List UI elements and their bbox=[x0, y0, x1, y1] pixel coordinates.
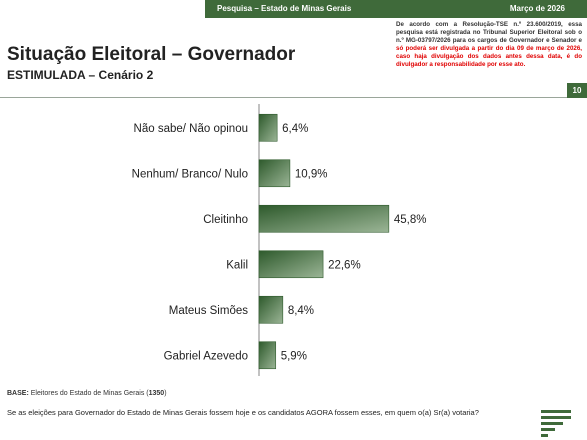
legal-notice: De acordo com a Resolução-TSE n.º 23.600… bbox=[396, 21, 582, 68]
base-label: BASE: bbox=[7, 390, 29, 397]
base-close: ) bbox=[164, 390, 167, 397]
base-text: Eleitores do Estado de Minas Gerais ( bbox=[30, 390, 149, 397]
page-number: 10 bbox=[567, 83, 587, 98]
bar bbox=[258, 204, 390, 233]
bar bbox=[258, 250, 324, 279]
category-label: Nenhum/ Branco/ Nulo bbox=[132, 168, 248, 180]
category-label: Mateus Simões bbox=[169, 305, 249, 317]
header-bar: Pesquisa – Estado de Minas Gerais Março … bbox=[205, 0, 587, 18]
base-count: 1350 bbox=[148, 390, 165, 397]
bar bbox=[258, 159, 291, 188]
category-label: Cleitinho bbox=[203, 214, 248, 226]
survey-date: Março de 2026 bbox=[509, 4, 565, 13]
bar bbox=[258, 295, 284, 324]
legal-notice-warning: só poderá ser divulgada a partir do dia … bbox=[396, 44, 582, 68]
survey-label: Pesquisa – Estado de Minas Gerais bbox=[217, 4, 352, 13]
value-label: 6,4% bbox=[282, 123, 308, 135]
page-subtitle: ESTIMULADA – Cenário 2 bbox=[7, 68, 154, 82]
page-title: Situação Eleitoral – Governador bbox=[7, 44, 296, 65]
bar bbox=[258, 341, 277, 370]
brand-logo-icon bbox=[541, 410, 571, 437]
header-divider bbox=[0, 97, 567, 98]
survey-question: Se as eleições para Governador do Estado… bbox=[7, 408, 479, 417]
value-label: 8,4% bbox=[288, 305, 314, 317]
bar bbox=[258, 113, 278, 142]
legal-notice-text: De acordo com a Resolução-TSE n.º 23.600… bbox=[396, 21, 582, 44]
category-label: Gabriel Azevedo bbox=[164, 350, 248, 362]
base-note: BASE: Eleitores do Estado de Minas Gerai… bbox=[7, 390, 167, 397]
category-label: Não sabe/ Não opinou bbox=[134, 123, 248, 135]
bar-chart: Não sabe/ Não opinou 6,4% Nenhum/ Branco/ … bbox=[132, 104, 427, 376]
value-label: 45,8% bbox=[394, 214, 427, 226]
category-label: Kalil bbox=[226, 259, 248, 271]
value-label: 5,9% bbox=[281, 350, 307, 362]
value-label: 10,9% bbox=[295, 168, 328, 180]
value-label: 22,6% bbox=[328, 259, 361, 271]
